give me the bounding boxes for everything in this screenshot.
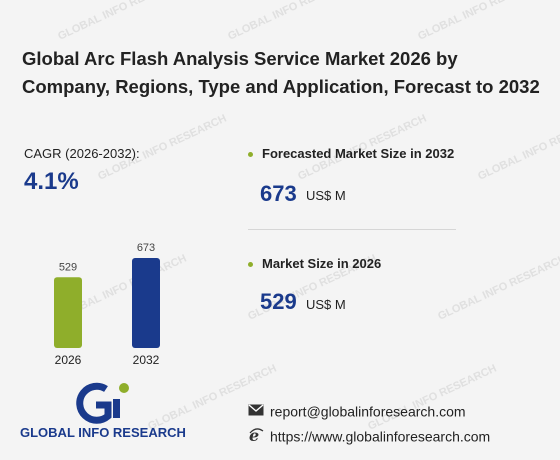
contact-email-row[interactable]: report@globalinforesearch.com — [248, 402, 466, 419]
forecast-unit: US$ M — [306, 188, 346, 203]
watermark-text: GLOBAL INFO RESEARCH — [366, 363, 498, 433]
ie-globe-icon: e — [248, 426, 266, 446]
svg-text:e: e — [249, 427, 259, 443]
report-title: Global Arc Flash Analysis Service Market… — [22, 48, 540, 97]
watermark-text: GLOBAL INFO RESEARCH — [226, 0, 358, 43]
cagr-value: 4.1% — [24, 168, 79, 195]
current-value: 529 — [260, 289, 297, 314]
contact-website-row[interactable]: e https://www.globalinforesearch.com — [248, 426, 491, 446]
brand-name: GLOBAL INFO RESEARCH — [20, 425, 186, 440]
bar-category-label: 2032 — [133, 353, 160, 367]
watermark-text: GLOBAL INFO RESEARCH — [436, 253, 560, 323]
watermark-text: GLOBAL INFO RESEARCH — [476, 113, 560, 183]
watermark-text: GLOBAL INFO RESEARCH — [56, 0, 188, 43]
bar-category-label: 2026 — [55, 353, 82, 367]
current-label: Market Size in 2026 — [262, 256, 382, 271]
cagr-label: CAGR (2026-2032): — [24, 146, 140, 161]
forecast-value: 673 — [260, 181, 297, 206]
bar-2032 — [132, 258, 160, 348]
current-unit: US$ M — [306, 297, 346, 312]
watermark-text: GLOBAL INFO RESEARCH — [416, 0, 548, 43]
current-bullet — [248, 262, 253, 267]
brand-logo: GLOBAL INFO RESEARCH — [20, 379, 190, 448]
market-size-bar-chart: 529 2026 673 2032 — [54, 242, 160, 367]
bar-value-label: 673 — [137, 242, 155, 254]
envelope-icon — [248, 403, 266, 419]
forecast-label: Forecasted Market Size in 2032 — [262, 146, 455, 161]
gi-logo-icon: GLOBAL INFO RESEARCH — [20, 382, 186, 440]
contact-website[interactable]: https://www.globalinforesearch.com — [270, 428, 491, 445]
contact-email[interactable]: report@globalinforesearch.com — [270, 403, 466, 420]
bar-value-label: 529 — [59, 261, 77, 273]
stat-divider — [248, 229, 456, 230]
bar-2026 — [54, 277, 82, 348]
forecast-bullet — [248, 152, 253, 157]
